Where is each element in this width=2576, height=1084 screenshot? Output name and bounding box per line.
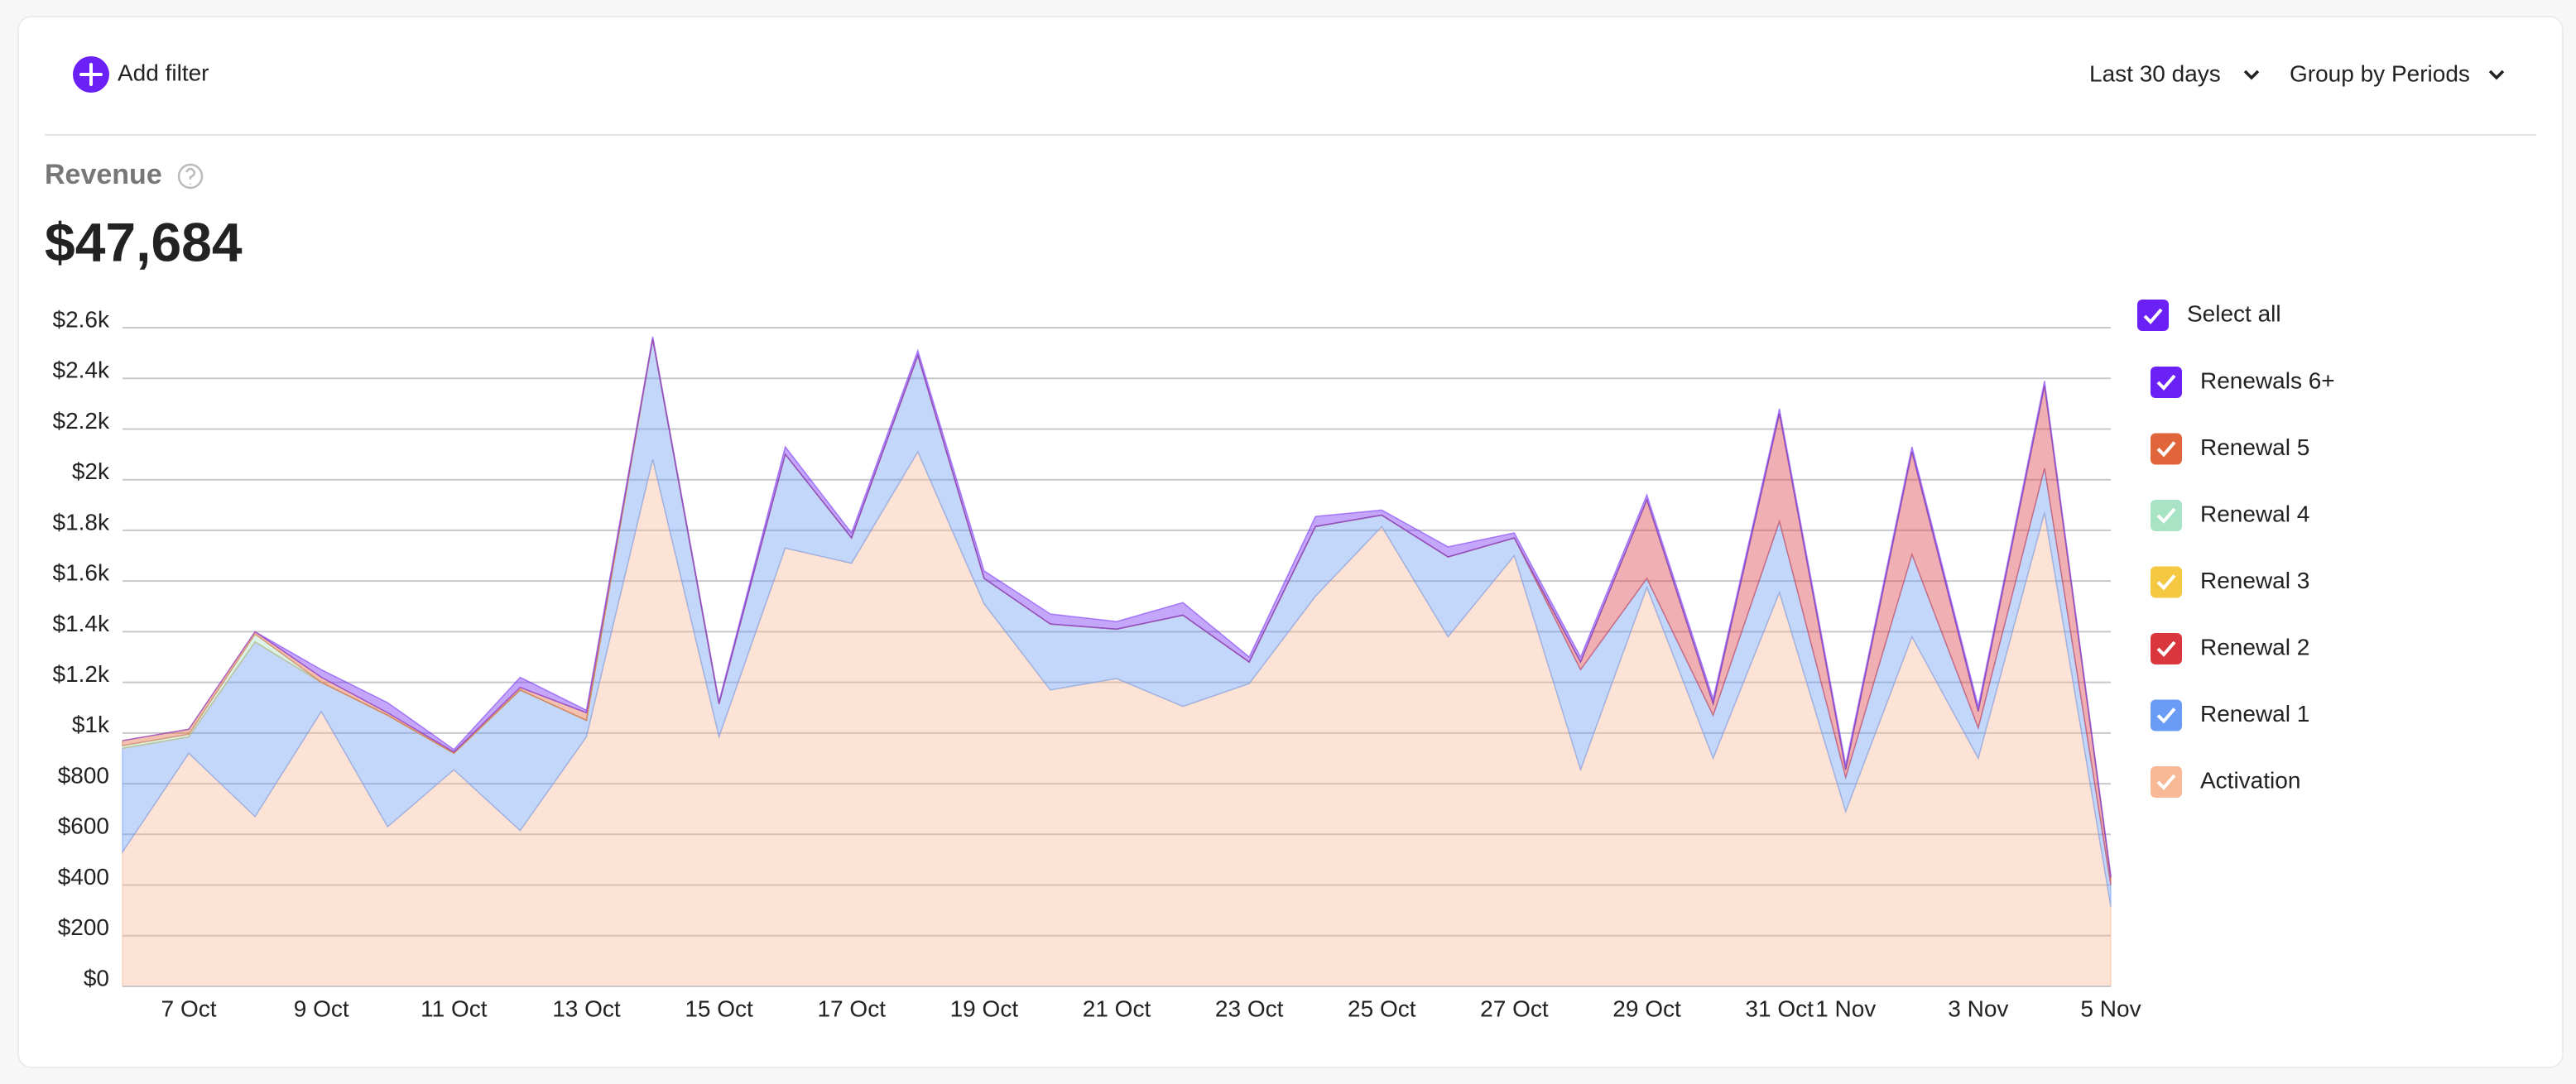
legend-item[interactable]: Renewal 3 (2151, 566, 2309, 598)
x-tick-label: 13 Oct (552, 995, 621, 1021)
check (2156, 640, 2176, 657)
select-all-label: Select all (2187, 300, 2281, 326)
period-label: Last 30 days (2089, 60, 2221, 86)
check (2156, 441, 2176, 458)
x-tick-label: 11 Oct (421, 995, 488, 1021)
x-tick-label: 9 Oct (294, 995, 349, 1021)
x-tick-label: 7 Oct (161, 995, 217, 1021)
legend-label: Renewal 4 (2200, 501, 2309, 526)
plus (79, 63, 103, 86)
period-dropdown[interactable]: Last 30 days (2089, 60, 2260, 86)
x-tick-label: 21 Oct (1083, 995, 1151, 1021)
legend-item[interactable]: Renewals 6+ (2151, 367, 2335, 398)
x-tick-label: 3 Nov (1948, 995, 2008, 1021)
checkbox (2151, 433, 2182, 465)
checkbox (2137, 300, 2169, 331)
y-tick-label: $2.2k (53, 408, 110, 434)
help-icon[interactable] (177, 163, 204, 189)
metric-title: Revenue (45, 159, 162, 190)
legend-label: Renewals 6+ (2200, 367, 2335, 393)
legend-label: Renewal 3 (2200, 568, 2309, 593)
area (122, 336, 2112, 878)
help-circle (177, 163, 204, 189)
select-all[interactable]: Select all (2137, 300, 2281, 331)
chevron (2488, 70, 2505, 80)
y-tick-label: $1k (72, 712, 110, 737)
x-tick-label: 19 Oct (950, 995, 1019, 1021)
y-tick-label: $1.2k (53, 661, 110, 687)
check (2156, 374, 2176, 391)
x-tick-label: 23 Oct (1215, 995, 1284, 1021)
chevron (2243, 70, 2260, 80)
check (2156, 507, 2176, 524)
group-dropdown[interactable]: Group by Periods (2290, 60, 2505, 86)
y-tick-label: $2k (72, 458, 110, 484)
y-tick-label: $800 (58, 762, 109, 788)
checkbox (2151, 699, 2182, 731)
legend-item[interactable]: Renewal 5 (2151, 433, 2309, 465)
checkbox (2151, 633, 2182, 664)
check (2156, 574, 2176, 591)
legend-item[interactable]: Activation (2151, 766, 2300, 798)
checkbox (2151, 367, 2182, 398)
legend-item[interactable]: Renewal 2 (2151, 633, 2309, 664)
x-tick-label: 1 Nov (1815, 995, 1876, 1021)
plot-area (122, 327, 2112, 987)
y-tick-label: $0 (84, 965, 109, 990)
help-mark (185, 167, 196, 185)
check (2156, 774, 2176, 790)
y-tick-label: $1.8k (53, 509, 110, 535)
y-tick-label: $400 (58, 864, 109, 890)
x-tick-label: 29 Oct (1612, 995, 1681, 1021)
legend-item[interactable]: Renewal 4 (2151, 500, 2309, 531)
x-tick-label: 31 Oct (1745, 995, 1814, 1021)
group-label: Group by Periods (2290, 60, 2470, 86)
legend-label: Activation (2200, 767, 2300, 793)
checkbox (2151, 500, 2182, 531)
x-tick-label: 25 Oct (1348, 995, 1416, 1021)
add-filter-label: Add filter (118, 60, 209, 85)
legend-label: Renewal 1 (2200, 701, 2309, 727)
metric-total: $47,684 (45, 211, 243, 272)
checkbox (2151, 766, 2182, 798)
card (17, 16, 2564, 1068)
y-tick-label: $200 (58, 914, 109, 940)
x-tick-label: 5 Nov (2080, 995, 2141, 1021)
check (2156, 707, 2176, 724)
y-tick-label: $2.6k (53, 306, 110, 332)
y-tick-label: $2.4k (53, 357, 110, 383)
add-filter-button[interactable]: Add filter (73, 56, 209, 93)
x-tick-label: 17 Oct (817, 995, 886, 1021)
y-tick-label: $600 (58, 813, 109, 839)
x-tick-label: 27 Oct (1480, 995, 1549, 1021)
legend-label: Renewal 2 (2200, 634, 2309, 660)
legend-item[interactable]: Renewal 1 (2151, 699, 2309, 731)
y-tick-label: $1.6k (53, 560, 110, 586)
checkbox (2151, 566, 2182, 598)
x-tick-label: 15 Oct (685, 995, 753, 1021)
legend-label: Renewal 5 (2200, 434, 2309, 460)
check (2143, 308, 2163, 324)
y-tick-label: $1.4k (53, 611, 110, 636)
